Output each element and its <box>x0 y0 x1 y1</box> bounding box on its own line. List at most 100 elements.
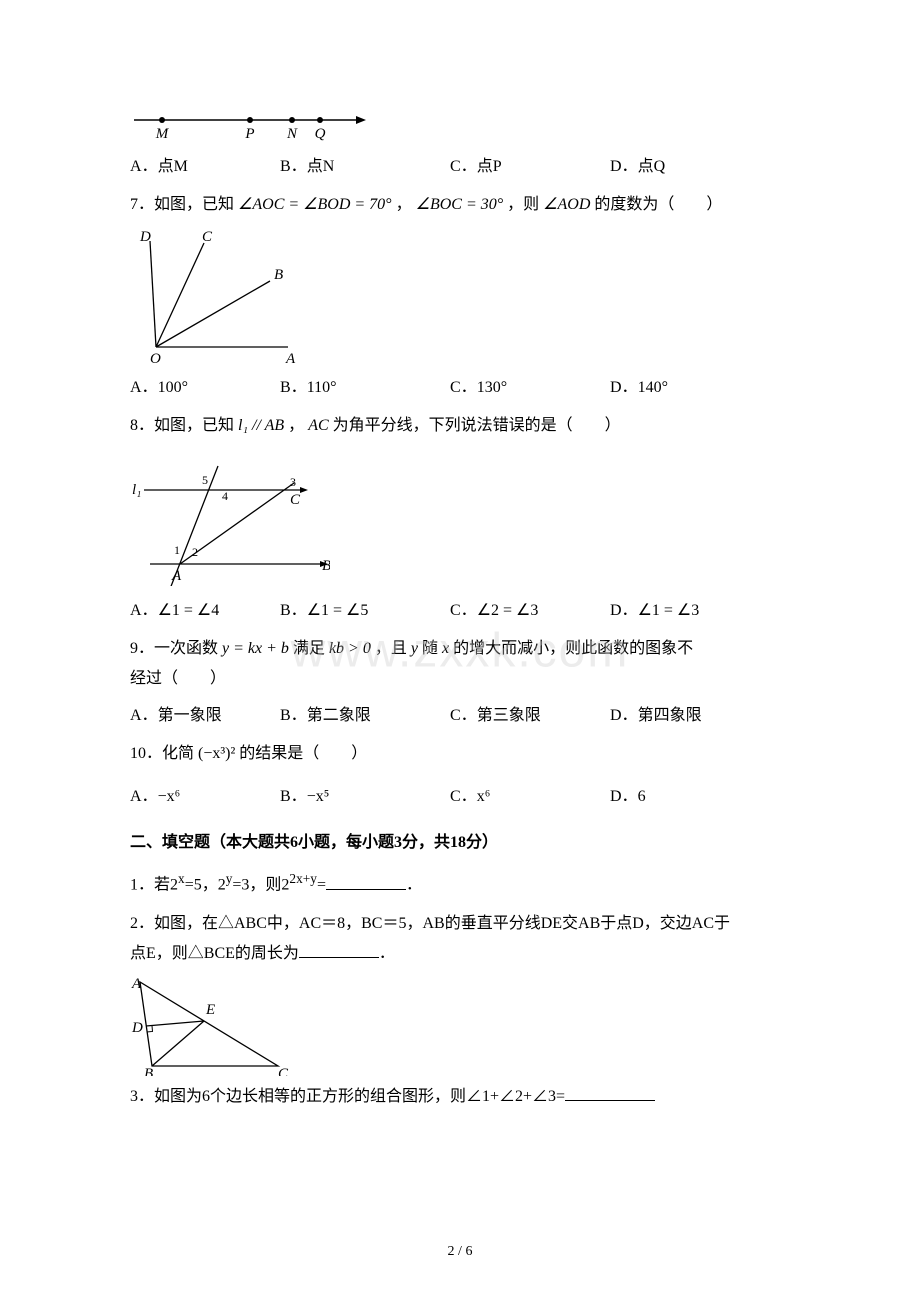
q7-mid: ，则 <box>507 196 539 213</box>
q6-numberline-figure: MPNQ <box>130 106 370 146</box>
q9-line2: 经过（ ） <box>130 664 790 694</box>
q9-opt-a: A．第一象限 <box>130 701 280 731</box>
opt-text: 第三象限 <box>477 707 541 724</box>
q7-prefix: 7．如图，已知 <box>130 196 234 213</box>
fill-q2-line1: 2．如图，在△ABC中，AC＝8，BC＝5，AB的垂直平分线DE交AB于点D，交… <box>130 909 790 939</box>
svg-text:Q: Q <box>315 126 326 142</box>
opt-text: 140° <box>638 379 668 396</box>
q7-opt-c: C．130° <box>450 373 610 403</box>
q8-opt-a: A．∠1 = ∠4 <box>130 596 280 626</box>
q10-opt-d: D．6 <box>610 782 780 812</box>
opt-letter: C． <box>450 379 477 396</box>
svg-text:D: D <box>131 1020 143 1036</box>
q6-opt-a: A．点M <box>130 152 280 182</box>
opt-text: ∠2 = ∠3 <box>477 602 539 619</box>
q7-expr3: ∠AOD <box>543 196 590 213</box>
opt-letter: C． <box>450 602 477 619</box>
section2-header: 二、填空题（本大题共6小题，每小题3分，共18分） <box>130 828 790 858</box>
svg-text:B: B <box>322 558 330 574</box>
q9-mid2: ，且 <box>375 640 407 657</box>
q9-stem: 9．一次函数 y = kx + b 满足 kb > 0 ，且 y 随 x 的增大… <box>130 634 790 664</box>
q6-opt-d: D．点Q <box>610 152 780 182</box>
fill-q1: 1．若2x=5，2y=3，则22x+y=． <box>130 866 790 901</box>
q7-opt-b: B．110° <box>280 373 450 403</box>
q10-options: A．−x⁶ B．−x⁵ C．x⁶ D．6 <box>130 782 790 812</box>
opt-letter: A． <box>130 602 158 619</box>
q9-opt-c: C．第三象限 <box>450 701 610 731</box>
q8-stem: 8．如图，已知 l₁ // AB ， AC 为角平分线，下列说法错误的是（ ） <box>130 411 790 441</box>
page-number: 2 / 6 <box>448 1239 473 1266</box>
svg-text:l₁: l₁ <box>132 482 141 498</box>
q10-opt-c: C．x⁶ <box>450 782 610 812</box>
q10-suffix: 的结果是（ ） <box>239 745 367 762</box>
q9-expr1: y = kx + b <box>222 640 289 657</box>
q7-expr2: ∠BOC = 30° <box>416 196 504 213</box>
fill-q3: 3．如图为6个边长相等的正方形的组合图形，则∠1+∠2+∠3= <box>130 1082 790 1112</box>
opt-text: 点Q <box>638 158 666 175</box>
q8-expr1: l₁ // AB <box>238 417 284 434</box>
fill-q3-text: 3．如图为6个边长相等的正方形的组合图形，则∠1+∠2+∠3= <box>130 1088 565 1105</box>
svg-text:E: E <box>205 1002 215 1018</box>
opt-text: 第四象限 <box>638 707 702 724</box>
q9-expr2: kb > 0 <box>329 640 371 657</box>
svg-text:4: 4 <box>222 489 228 503</box>
opt-text: −x⁵ <box>307 788 330 805</box>
opt-text: 第一象限 <box>158 707 222 724</box>
opt-text: ∠1 = ∠3 <box>638 602 700 619</box>
opt-text: 100° <box>158 379 188 396</box>
opt-text: −x⁶ <box>158 788 181 805</box>
q7-opt-a: A．100° <box>130 373 280 403</box>
svg-text:A: A <box>285 351 296 367</box>
opt-letter: B． <box>280 788 307 805</box>
svg-text:N: N <box>286 126 298 142</box>
opt-letter: D． <box>610 602 638 619</box>
opt-letter: C． <box>450 788 477 805</box>
q9-options: A．第一象限 B．第二象限 C．第三象限 D．第四象限 <box>130 701 790 731</box>
fill-q2-text: 点E，则△BCE的周长为 <box>130 945 299 962</box>
opt-letter: B． <box>280 707 307 724</box>
fill-q1-blank <box>326 874 406 890</box>
svg-text:2: 2 <box>192 545 198 559</box>
svg-text:C: C <box>278 1066 289 1076</box>
opt-text: 点N <box>307 158 335 175</box>
svg-text:A: A <box>171 568 182 584</box>
fill-q1-s1: x <box>178 871 185 886</box>
opt-text: 130° <box>477 379 507 396</box>
opt-text: 6 <box>638 788 646 805</box>
fill-q1-p1: 1．若2 <box>130 877 178 894</box>
q8-opt-c: C．∠2 = ∠3 <box>450 596 610 626</box>
svg-text:D: D <box>139 229 151 245</box>
fill-q2-figure: ABCDE <box>130 976 290 1076</box>
opt-letter: D． <box>610 158 638 175</box>
q6-opt-c: C．点P <box>450 152 610 182</box>
q9-opt-d: D．第四象限 <box>610 701 780 731</box>
opt-letter: A． <box>130 707 158 724</box>
opt-letter: D． <box>610 788 638 805</box>
q10-opt-b: B．−x⁵ <box>280 782 450 812</box>
opt-letter: B． <box>280 158 307 175</box>
svg-text:C: C <box>202 229 213 245</box>
q7-figure: OABCD <box>130 227 300 367</box>
fill-q2-line2: 点E，则△BCE的周长为． <box>130 939 790 969</box>
opt-letter: B． <box>280 379 307 396</box>
svg-text:C: C <box>290 492 301 508</box>
q10-stem: 10．化简 (−x³)² 的结果是（ ） <box>130 739 790 769</box>
q7-expr1: ∠AOC = ∠BOD = 70° <box>238 196 392 213</box>
q8-figure: l₁BAC12345 <box>130 456 330 586</box>
q9-mid3: 随 <box>422 640 438 657</box>
q10-expr: (−x³)² <box>198 745 235 762</box>
q8-sep: ， <box>288 417 304 434</box>
q8-options: A．∠1 = ∠4 B．∠1 = ∠5 C．∠2 = ∠3 D．∠1 = ∠3 <box>130 596 790 626</box>
opt-letter: D． <box>610 707 638 724</box>
q8-suffix: 为角平分线，下列说法错误的是（ ） <box>333 417 621 434</box>
svg-text:3: 3 <box>290 475 296 489</box>
svg-text:P: P <box>244 126 254 142</box>
q8-opt-b: B．∠1 = ∠5 <box>280 596 450 626</box>
opt-letter: C． <box>450 158 477 175</box>
q7-suffix: 的度数为（ ） <box>594 196 722 213</box>
fill-q1-eq: = <box>317 877 326 894</box>
fill-q2-blank <box>299 942 379 958</box>
fill-q1-p2: =5，2 <box>185 877 226 894</box>
q8-expr2: AC <box>308 417 328 434</box>
opt-letter: C． <box>450 707 477 724</box>
